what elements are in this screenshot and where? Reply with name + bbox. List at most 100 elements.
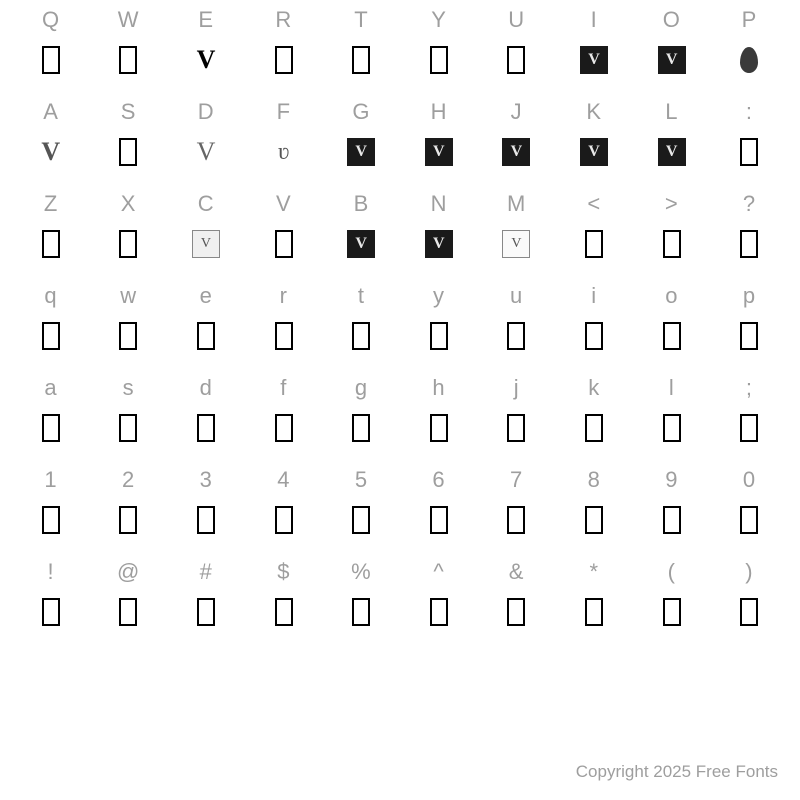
key-label: P <box>742 2 757 38</box>
char-cell: X <box>90 186 168 278</box>
ornate-square <box>347 138 375 166</box>
copyright-footer: Copyright 2025 Free Fonts <box>576 762 778 782</box>
glyph-preview <box>658 132 686 172</box>
key-label: t <box>358 278 365 314</box>
missing-glyph-box <box>507 322 525 350</box>
char-cell: ( <box>633 554 711 646</box>
char-cell: C <box>167 186 245 278</box>
key-label: C <box>198 186 214 222</box>
missing-glyph-box <box>352 46 370 74</box>
glyph-preview <box>197 500 215 540</box>
missing-glyph-box <box>352 322 370 350</box>
char-cell: k <box>555 370 633 462</box>
missing-glyph-box <box>197 506 215 534</box>
char-cell: U <box>478 2 556 94</box>
key-label: : <box>746 94 753 130</box>
char-cell: r <box>245 278 323 370</box>
glyph-preview <box>42 316 60 356</box>
key-label: h <box>432 370 445 406</box>
missing-glyph-box <box>663 414 681 442</box>
missing-glyph-box <box>119 598 137 626</box>
missing-glyph-box <box>663 322 681 350</box>
char-cell: : <box>710 94 788 186</box>
missing-glyph-box <box>42 46 60 74</box>
char-cell: P <box>710 2 788 94</box>
key-label: i <box>591 278 596 314</box>
glyph-preview <box>352 316 370 356</box>
glyph-preview <box>347 224 375 264</box>
key-label: 6 <box>432 462 445 498</box>
key-label: ^ <box>433 554 444 590</box>
ornate-square <box>658 138 686 166</box>
key-label: O <box>663 2 681 38</box>
glyph-preview <box>275 224 293 264</box>
glyph-preview <box>347 132 375 172</box>
char-cell: u <box>478 278 556 370</box>
glyph-preview <box>425 132 453 172</box>
key-label: $ <box>277 554 290 590</box>
glyph-preview <box>740 500 758 540</box>
key-label: Q <box>42 2 60 38</box>
char-cell: > <box>633 186 711 278</box>
glyph-preview <box>119 500 137 540</box>
char-cell: e <box>167 278 245 370</box>
glyph-preview <box>42 592 60 632</box>
glyph-preview <box>42 500 60 540</box>
char-cell: ! <box>12 554 90 646</box>
glyph-preview <box>352 500 370 540</box>
glyph-preview <box>663 592 681 632</box>
char-cell: ^ <box>400 554 478 646</box>
missing-glyph-box <box>585 598 603 626</box>
glyph-preview <box>507 316 525 356</box>
char-cell: w <box>90 278 168 370</box>
char-cell: R <box>245 2 323 94</box>
glyph-preview <box>425 224 453 264</box>
char-cell: 8 <box>555 462 633 554</box>
glyph-preview <box>580 40 608 80</box>
char-cell: H <box>400 94 478 186</box>
glyph-preview <box>275 408 293 448</box>
key-label: V <box>276 186 291 222</box>
glyph-preview <box>740 224 758 264</box>
char-cell: ) <box>710 554 788 646</box>
key-label: N <box>431 186 447 222</box>
key-label: % <box>351 554 371 590</box>
key-label: & <box>509 554 524 590</box>
key-label: Y <box>431 2 446 38</box>
key-label: J <box>511 94 523 130</box>
ornate-v: V <box>197 45 216 75</box>
key-label: F <box>277 94 291 130</box>
ornate-square <box>425 138 453 166</box>
key-label: < <box>587 186 600 222</box>
glyph-preview <box>430 408 448 448</box>
missing-glyph-box <box>42 598 60 626</box>
char-cell: I <box>555 2 633 94</box>
glyph-preview <box>430 40 448 80</box>
key-label: ; <box>746 370 753 406</box>
glyph-preview <box>502 132 530 172</box>
char-cell: 5 <box>322 462 400 554</box>
char-cell: EV <box>167 2 245 94</box>
glyph-preview <box>275 592 293 632</box>
glyph-preview <box>430 592 448 632</box>
missing-glyph-box <box>197 414 215 442</box>
ornate-swirl: ʋ <box>278 139 289 166</box>
key-label: 1 <box>44 462 57 498</box>
char-cell: * <box>555 554 633 646</box>
char-cell: 3 <box>167 462 245 554</box>
glyph-preview: V <box>41 132 60 172</box>
glyph-preview <box>275 316 293 356</box>
missing-glyph-box <box>585 506 603 534</box>
glyph-preview <box>580 132 608 172</box>
key-label: f <box>280 370 287 406</box>
missing-glyph-box <box>507 598 525 626</box>
key-label: 0 <box>743 462 756 498</box>
char-cell: S <box>90 94 168 186</box>
glyph-preview <box>663 316 681 356</box>
key-label: 2 <box>122 462 135 498</box>
missing-glyph-box <box>663 230 681 258</box>
key-label: w <box>120 278 136 314</box>
key-label: M <box>507 186 526 222</box>
ornate-light-v <box>502 230 530 258</box>
key-label: B <box>354 186 369 222</box>
